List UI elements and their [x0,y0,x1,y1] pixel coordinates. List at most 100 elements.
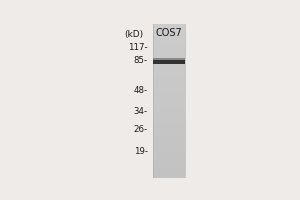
Bar [153,35,185,36]
Bar [153,86,185,87]
Bar [153,99,185,100]
Bar [153,128,185,129]
Bar [153,77,185,78]
Bar [153,166,185,167]
Bar [153,151,185,152]
Bar [153,101,185,102]
Bar [153,112,185,113]
Bar [153,72,185,73]
Bar [153,150,185,151]
Bar [153,172,185,173]
Bar [153,78,185,79]
Bar [153,65,185,66]
Text: (kD): (kD) [124,30,144,39]
Bar [153,55,185,56]
Bar [153,36,185,37]
Bar [153,60,185,61]
Bar [153,123,185,124]
Bar [153,173,185,174]
Bar [153,134,185,135]
Bar [153,145,185,146]
Bar [153,162,185,163]
Bar [153,83,185,84]
Bar [153,133,185,134]
Bar [153,67,185,68]
Bar [153,112,185,113]
Bar [153,59,185,60]
Bar [153,84,185,85]
Bar [153,117,185,118]
Bar [153,65,185,66]
Bar [153,29,185,30]
Bar [153,73,185,74]
Bar [153,60,185,64]
Bar [153,154,185,155]
Bar [153,43,185,44]
Bar [153,109,185,110]
Bar [153,152,185,153]
Bar [153,64,185,65]
Bar [153,45,185,46]
Bar [153,38,185,39]
Text: 117-: 117- [128,43,148,52]
Bar [153,68,185,69]
Bar [153,127,185,128]
Bar [153,58,185,59]
Bar [153,80,185,81]
Bar [153,91,185,92]
Bar [153,132,185,133]
Bar [153,143,185,144]
Bar [153,75,185,76]
Bar [153,52,185,53]
Bar [153,141,185,142]
Bar [153,142,185,143]
Bar [153,114,185,115]
Bar [153,147,185,148]
Bar [153,87,185,88]
Bar [153,110,185,111]
Bar [153,85,185,86]
Bar [153,165,185,166]
Bar [153,48,185,49]
Bar [153,111,185,112]
Bar [153,131,185,132]
Bar [153,92,185,93]
Bar [153,105,185,106]
Bar [153,135,185,136]
Bar [153,71,185,72]
Bar [153,53,185,54]
Bar [153,62,185,63]
Bar [153,129,185,130]
Bar [153,144,185,145]
Bar [153,174,185,175]
Bar [153,132,185,133]
Bar [153,175,185,176]
Bar [153,58,185,60]
Bar [153,56,185,57]
Bar [153,72,185,73]
Bar [153,107,185,108]
Bar [153,140,185,141]
Bar [153,97,185,98]
Bar [153,30,185,31]
Bar [153,153,185,154]
Bar [153,142,185,143]
Bar [153,122,185,123]
Bar [153,82,185,83]
Bar [153,137,185,138]
Bar [153,24,185,25]
Bar [153,42,185,43]
Bar [153,82,185,83]
Bar [153,35,185,36]
Bar [153,90,185,91]
Text: COS7: COS7 [155,28,182,38]
Bar [153,136,185,137]
Bar [153,37,185,38]
Bar [153,38,185,39]
Bar [153,124,185,125]
Bar [153,32,185,33]
Bar [153,76,185,77]
Bar [153,130,185,131]
Bar [153,40,185,41]
Bar [153,176,185,177]
